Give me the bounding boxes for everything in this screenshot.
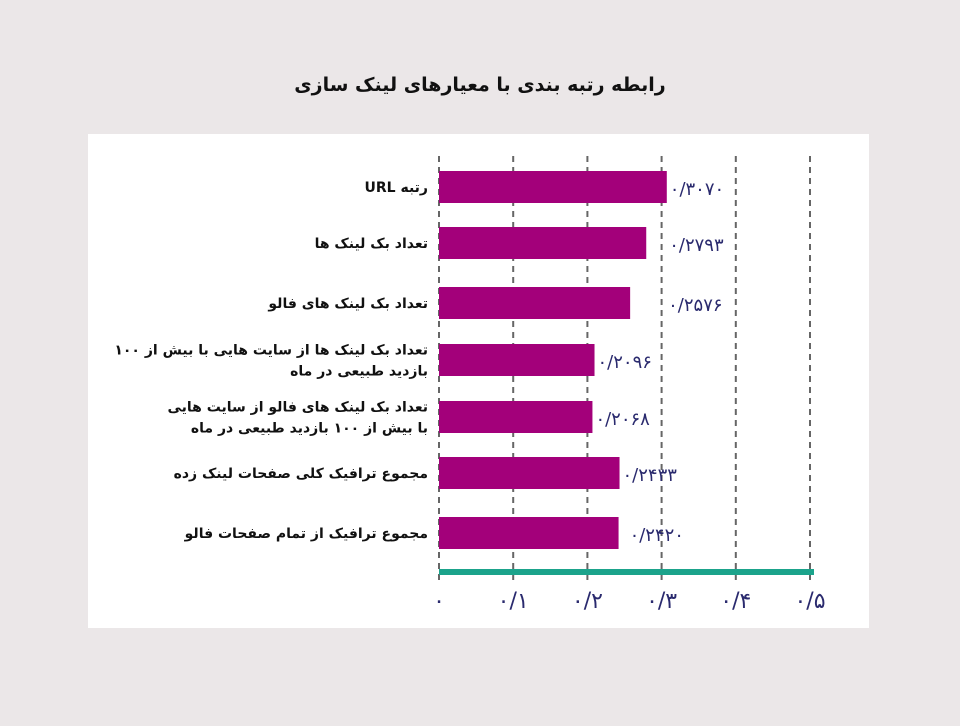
x-tick-label: ۰/۱ [498,589,529,614]
bar [439,401,593,433]
y-tick-label: تعداد بک لینک های فالو از سایت هایی [167,400,428,416]
y-tick-label: مجموع ترافیک کلی صفحات لینک زده [174,466,428,482]
x-axis-line [439,569,814,575]
data-label: ۰/۲۵۷۶ [668,295,722,316]
y-tick-label: بازدید طبیعی در ماه [290,364,428,380]
bar [439,227,647,259]
chart-card: ۰/۳۰۷۰ ۰/۲۷۹۳ ۰/۲۵۷۶ ۰/۲۰۹۶ ۰/۲۰۶۸ ۰/۲۴۳۳ ۰/۲۴… [88,134,869,628]
y-tick-label: مجموع ترافیک از تمام صفحات فالو [184,526,428,542]
x-tick-label: ۰/۴ [720,589,751,614]
bar [439,457,620,489]
bar-chart: ۰/۳۰۷۰ ۰/۲۷۹۳ ۰/۲۵۷۶ ۰/۲۰۹۶ ۰/۲۰۶۸ ۰/۲۴۳۳ ۰/۲۴… [114,156,826,614]
y-tick-label: با بیش از ۱۰۰ بازدید طبیعی در ماه [191,421,428,437]
data-label: ۰/۲۰۹۶ [598,352,652,373]
bar [439,517,619,549]
chart-title: رابطه رتبه بندی با معیارهای لینک سازی [294,74,666,96]
bar [439,171,667,203]
x-tick-label: ۰/۳ [646,589,677,614]
data-label: ۰/۲۷۹۳ [669,235,724,256]
data-label: ۰/۲۴۲۰ [630,525,684,546]
y-tick-label: تعداد بک لینک های فالو [267,296,428,312]
data-label: ۰/۲۴۳۳ [623,465,678,486]
x-tick-label: ۰ [433,589,445,614]
data-label: ۰/۳۰۷۰ [670,179,724,200]
y-tick-label: تعداد بک لینک ها از سایت هایی با بیش از … [114,343,428,359]
y-tick-label: رتبه URL [365,180,428,196]
y-tick-label: تعداد بک لینک ها [315,236,428,252]
x-tick-label: ۰/۵ [794,589,825,614]
bar [439,287,631,319]
bar [439,344,595,376]
x-tick-label: ۰/۲ [572,589,603,614]
data-label: ۰/۲۰۶۸ [595,409,650,430]
